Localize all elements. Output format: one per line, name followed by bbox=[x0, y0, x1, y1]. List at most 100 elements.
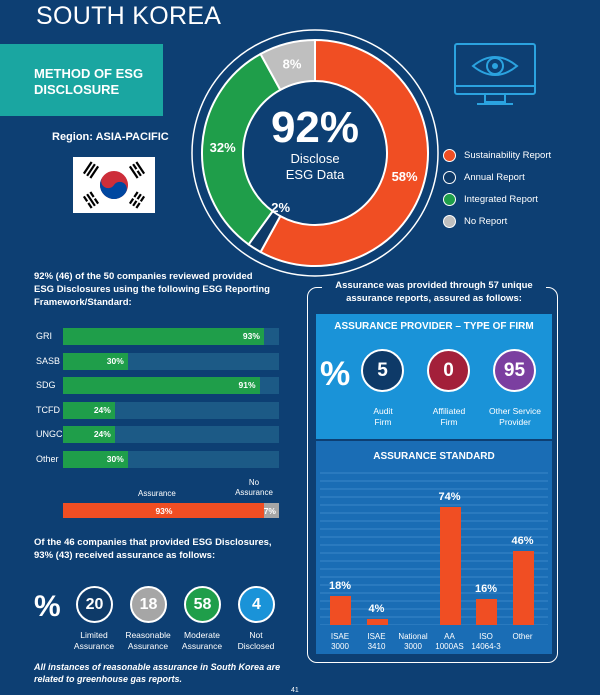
donut-label-3: 8% bbox=[283, 56, 302, 71]
framework-bar-track: 91% bbox=[63, 377, 279, 394]
framework-bar-value: 30% bbox=[106, 453, 124, 464]
legend-integrated: Integrated Report bbox=[443, 193, 538, 206]
framework-bar: 24% bbox=[63, 401, 115, 419]
framework-bar-row-gri: GRI 93% bbox=[36, 328, 279, 346]
framework-bar-track: 24% bbox=[63, 401, 279, 419]
percent-sign-left: % bbox=[34, 590, 61, 623]
legend-integrated-dot bbox=[443, 193, 456, 206]
assurance-split-bar: 93% 7% bbox=[63, 503, 279, 518]
framework-bar-value: 24% bbox=[93, 429, 111, 439]
donut-center-label-2: ESG Data bbox=[286, 167, 345, 182]
framework-bar-row-ungc: UNGC 24% bbox=[36, 426, 279, 444]
south-korea-flag bbox=[73, 157, 155, 213]
legend-integrated-label: Integrated Report bbox=[464, 194, 538, 205]
provider-circle-1: 0 bbox=[427, 349, 470, 392]
framework-bar-label: Other bbox=[36, 453, 59, 464]
assurance-fill bbox=[63, 503, 264, 518]
standard-category-label-2: National 3000 bbox=[398, 632, 428, 651]
framework-bar-label: SDG bbox=[36, 380, 56, 390]
framework-bar-row-sdg: SDG 91% bbox=[36, 377, 279, 395]
provider-label-2: Other Service Provider bbox=[489, 406, 541, 427]
framework-bar-value: 24% bbox=[93, 404, 111, 415]
provider-circle-0: 5 bbox=[361, 349, 404, 392]
framework-bar-label: UNGC bbox=[36, 429, 63, 439]
donut-slice-3 bbox=[259, 38, 316, 92]
legend-sustainability: Sustainability Report bbox=[443, 149, 551, 162]
framework-bar-track: 24% bbox=[63, 426, 279, 443]
monitor-eye-icon bbox=[454, 43, 536, 105]
method-title: METHOD OF ESG DISCLOSURE bbox=[34, 66, 144, 97]
standard-bar-3 bbox=[439, 506, 461, 625]
donut-label-0: 58% bbox=[392, 169, 418, 184]
framework-bar: 91% bbox=[63, 377, 260, 394]
percent-sign-right: % bbox=[320, 355, 351, 393]
provider-title: ASSURANCE PROVIDER – TYPE OF FIRM bbox=[334, 321, 534, 332]
legend-annual-label: Annual Report bbox=[464, 172, 525, 183]
provider-circle-2: 95 bbox=[493, 349, 536, 392]
standard-title: ASSURANCE STANDARD bbox=[373, 451, 495, 462]
framework-bar-track: 93% bbox=[63, 328, 279, 345]
disclosure-donut-chart: 58% 2% 32% 8% 92% Disclose ESG Data bbox=[191, 29, 439, 277]
standard-category-label-5: Other bbox=[512, 632, 533, 641]
standard-bar-5 bbox=[512, 551, 534, 625]
framework-bar-value: 91% bbox=[238, 380, 256, 390]
assurance-type-label-2: Moderate Assurance bbox=[181, 630, 223, 651]
framework-bar-track: 30% bbox=[63, 352, 279, 370]
assurance-type-circle-3: 4 bbox=[238, 586, 275, 623]
framework-intro-text: 92% (46) of the 50 companies reviewed pr… bbox=[34, 271, 270, 308]
framework-bar-value: 30% bbox=[106, 355, 124, 366]
footnote: All instances of reasonable assurance in… bbox=[34, 662, 281, 684]
framework-bar-row-tcfd: TCFD 24% bbox=[36, 401, 279, 420]
framework-bar: 30% bbox=[63, 352, 128, 370]
donut-center-label-1: Disclose bbox=[290, 151, 339, 166]
region-label: Region: ASIA-PACIFIC bbox=[52, 131, 169, 143]
donut-label-1: 2% bbox=[271, 200, 290, 215]
assurance-type-circle-2: 58 bbox=[184, 586, 221, 623]
framework-bar-value: 93% bbox=[242, 331, 260, 341]
assurance-no-label-1: No bbox=[248, 478, 260, 487]
standard-bar-value-4: 16% bbox=[474, 583, 498, 596]
assurance-no-label: No Assurance bbox=[233, 478, 275, 498]
assurance-no-value: 7% bbox=[263, 506, 276, 516]
donut-slice-0 bbox=[259, 38, 429, 267]
donut-slice-2 bbox=[201, 52, 282, 246]
framework-bar: 24% bbox=[63, 426, 115, 443]
donut-center-value: 92% bbox=[271, 103, 359, 152]
legend-annual: Annual Report bbox=[443, 171, 525, 184]
standard-bar-value-0: 18% bbox=[328, 580, 352, 593]
framework-bar: 30% bbox=[63, 450, 128, 468]
framework-bar-label: TCFD bbox=[36, 404, 60, 415]
assurance-yes-label: Assurance bbox=[138, 489, 176, 498]
standard-bar-value-1: 4% bbox=[368, 602, 385, 615]
standard-category-label-0: ISAE 3000 bbox=[330, 632, 350, 651]
standard-bar-4 bbox=[476, 599, 497, 625]
legend-no-report-dot bbox=[443, 215, 456, 228]
assurance-type-circle-1: 18 bbox=[130, 586, 167, 623]
page-title: SOUTH KOREA bbox=[36, 2, 222, 30]
assurance-no-label-2: Assurance bbox=[235, 488, 273, 497]
donut-label-2: 32% bbox=[210, 140, 236, 155]
assurance-type-label-1: Reasonable Assurance bbox=[125, 630, 171, 651]
framework-bar-label: SASB bbox=[36, 355, 61, 366]
page-number: 41 bbox=[291, 687, 299, 694]
framework-bar: 93% bbox=[63, 328, 264, 345]
standard-bar-1 bbox=[366, 618, 388, 625]
method-title-box: METHOD OF ESG DISCLOSURE bbox=[0, 44, 163, 116]
assurance-type-circle-0: 20 bbox=[76, 586, 113, 623]
legend-no-report: No Report bbox=[443, 215, 507, 228]
legend-sustainability-label: Sustainability Report bbox=[464, 150, 552, 161]
assurance-yes-value: 93% bbox=[155, 506, 173, 516]
framework-bar-row-other: Other 30% bbox=[36, 450, 279, 469]
provider-label-0: Audit Firm bbox=[373, 406, 393, 427]
framework-bar-row-sasb: SASB 30% bbox=[36, 352, 279, 371]
provider-label-1: Affiliated Firm bbox=[432, 406, 466, 427]
standard-bar-0 bbox=[330, 596, 351, 625]
standard-category-label-3: AA 1000AS bbox=[435, 632, 464, 651]
legend-annual-dot bbox=[443, 171, 456, 184]
standard-bar-value-5: 46% bbox=[511, 535, 534, 548]
standard-category-label-4: ISO 14064-3 bbox=[471, 632, 501, 651]
legend-no-report-label: No Report bbox=[464, 216, 508, 227]
assurance-type-label-0: Limited Assurance bbox=[73, 630, 115, 651]
legend-sustainability-dot bbox=[443, 149, 456, 162]
framework-bar-track: 30% bbox=[63, 450, 279, 468]
